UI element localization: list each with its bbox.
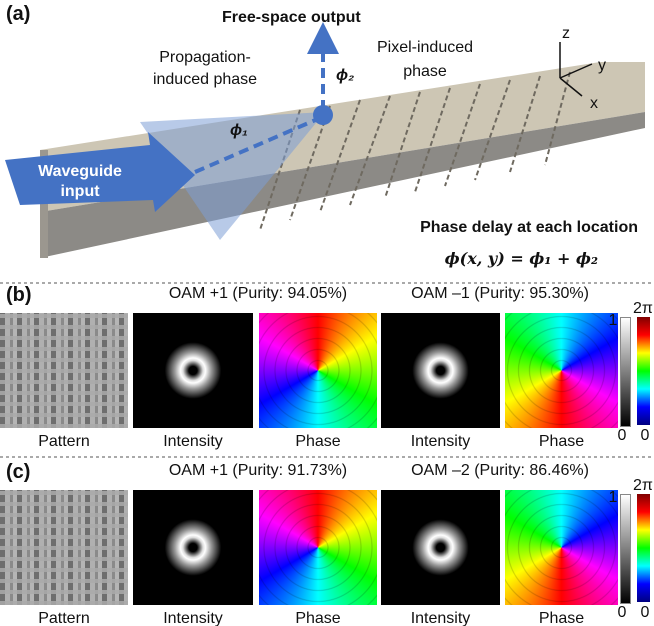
- propagation-label: Propagation-induced phase: [153, 49, 257, 88]
- pixel-label: Pixel-induced phase: [377, 39, 473, 80]
- axis-y: y: [598, 57, 606, 74]
- equation: ϕ(x, y) = ϕ₁ + ϕ₂: [445, 249, 598, 268]
- scale-min: 0: [618, 427, 627, 444]
- scale-max: 1: [609, 489, 618, 506]
- phi1: ϕ₁: [230, 122, 248, 139]
- oam-title: OAM +1 (Purity: 91.73%): [169, 462, 347, 479]
- phi2: ϕ₂: [336, 67, 354, 84]
- axis-z: z: [562, 25, 570, 42]
- caption: Phase delay at each location: [420, 219, 638, 236]
- figure: (a) Free-space output Propagation-induce…: [0, 0, 654, 626]
- image-caption: Pattern: [38, 610, 90, 626]
- row-label: (b): [6, 284, 32, 306]
- line: Pixel-induced: [377, 39, 473, 56]
- emission-point: [313, 105, 333, 125]
- image-caption: Phase: [539, 610, 584, 626]
- image-caption: Intensity: [411, 433, 471, 450]
- line: phase: [403, 63, 447, 80]
- axis-x: x: [590, 95, 598, 112]
- image-caption: Intensity: [411, 610, 471, 626]
- line: input: [60, 183, 100, 200]
- scale-max: 2π: [633, 477, 653, 494]
- output-label: Free-space output: [222, 9, 361, 26]
- scale-max: 2π: [633, 300, 653, 317]
- line: induced phase: [153, 71, 257, 88]
- panel-label: (a): [6, 3, 30, 25]
- scale-min: 0: [618, 604, 627, 621]
- oam-title: OAM –2 (Purity: 86.46%): [411, 462, 589, 479]
- line: Waveguide: [38, 163, 122, 180]
- image-caption: Pattern: [38, 433, 90, 450]
- oam-title: OAM +1 (Purity: 94.05%): [169, 285, 347, 302]
- scale-min: 0: [641, 604, 650, 621]
- image-caption: Phase: [295, 433, 340, 450]
- row-label: (c): [6, 461, 30, 483]
- scale-min: 0: [641, 427, 650, 444]
- image-caption: Phase: [295, 610, 340, 626]
- image-caption: Intensity: [163, 433, 223, 450]
- line: Propagation-: [159, 49, 251, 66]
- image-caption: Intensity: [163, 610, 223, 626]
- panel-a: (a) Free-space output Propagation-induce…: [0, 0, 654, 626]
- oam-title: OAM –1 (Purity: 95.30%): [411, 285, 589, 302]
- scale-max: 1: [609, 312, 618, 329]
- image-caption: Phase: [539, 433, 584, 450]
